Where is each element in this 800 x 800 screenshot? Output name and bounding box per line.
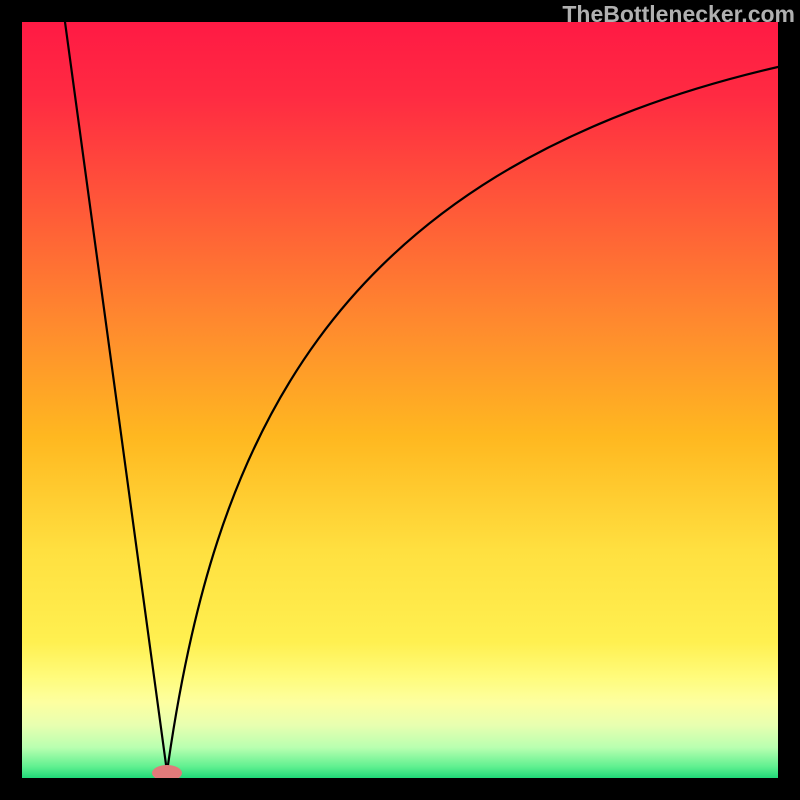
optimum-marker [152,765,182,778]
bottleneck-curve [65,22,778,772]
bottleneck-chart: TheBottlenecker.com [0,0,800,800]
watermark-text: TheBottlenecker.com [562,1,795,28]
chart-svg [22,22,778,778]
